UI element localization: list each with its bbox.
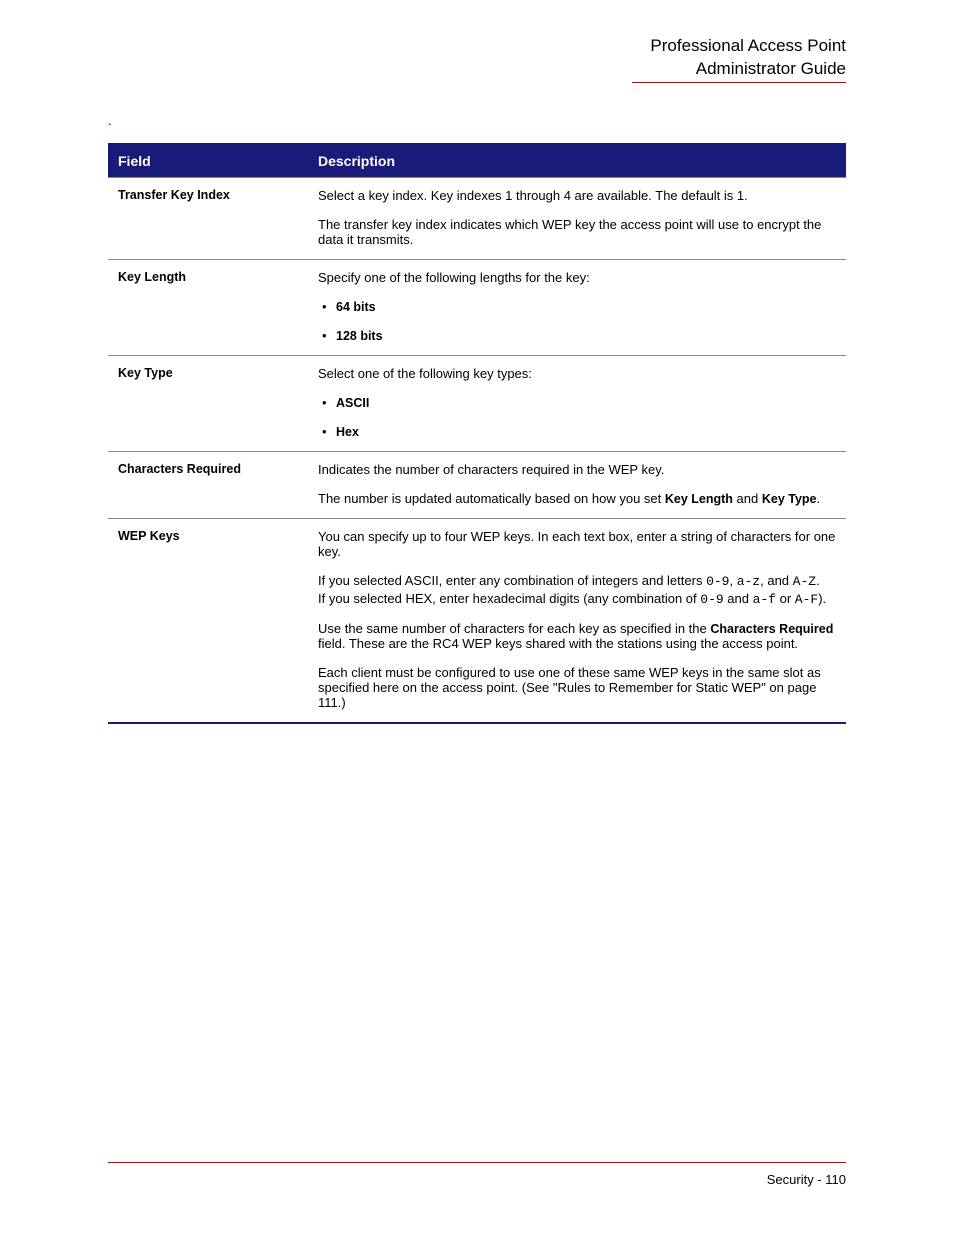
col-description: Description (308, 144, 846, 178)
field-description: Select a key index. Key indexes 1 throug… (308, 178, 846, 260)
footer-section: Security (767, 1172, 814, 1187)
bullet-item: •ASCII (322, 395, 836, 410)
text: If you selected HEX, enter hexadecimal d… (318, 591, 700, 606)
footer: Security - 110 (767, 1172, 846, 1187)
footer-rule (108, 1162, 846, 1163)
text-bold: Key Length (665, 492, 733, 506)
table-row: Key Length Specify one of the following … (108, 260, 846, 356)
field-name: Transfer Key Index (108, 178, 308, 260)
text: or (776, 591, 795, 606)
desc-para: If you selected ASCII, enter any combina… (318, 573, 836, 589)
desc-para: Specify one of the following lengths for… (318, 270, 836, 285)
text-mono: A-F (795, 592, 818, 607)
desc-para: Select one of the following key types: (318, 366, 836, 381)
desc-para: Each client must be configured to use on… (318, 665, 836, 710)
text: Use the same number of characters for ea… (318, 621, 710, 636)
desc-para: Select a key index. Key indexes 1 throug… (318, 188, 836, 203)
field-description: Indicates the number of characters requi… (308, 452, 846, 519)
field-name: Key Length (108, 260, 308, 356)
table-row: Transfer Key Index Select a key index. K… (108, 178, 846, 260)
text: The number is updated automatically base… (318, 491, 665, 506)
desc-para: The number is updated automatically base… (318, 491, 836, 506)
text-bold: Key Type (762, 492, 817, 506)
desc-para: You can specify up to four WEP keys. In … (318, 529, 836, 559)
table-row: Characters Required Indicates the number… (108, 452, 846, 519)
text-mono: a-z (737, 574, 760, 589)
col-field: Field (108, 144, 308, 178)
page-header: Professional Access Point Administrator … (650, 35, 846, 81)
bullet-icon: • (322, 395, 336, 410)
field-name: Characters Required (108, 452, 308, 519)
header-title-1: Professional Access Point (650, 35, 846, 58)
text: If you selected ASCII, enter any combina… (318, 573, 706, 588)
bullet-item: •64 bits (322, 299, 836, 314)
desc-para: Use the same number of characters for ea… (318, 621, 836, 651)
text: and (733, 491, 762, 506)
desc-para: The transfer key index indicates which W… (318, 217, 836, 247)
bullet-text: 128 bits (336, 329, 383, 343)
text-mono: A-Z (793, 574, 816, 589)
footer-sep: - (814, 1172, 826, 1187)
bullet-item: •Hex (322, 424, 836, 439)
header-title-2: Administrator Guide (650, 58, 846, 81)
bullet-item: •128 bits (322, 328, 836, 343)
header-rule (632, 82, 846, 83)
bullet-icon: • (322, 299, 336, 314)
text-mono: 0-9 (706, 574, 729, 589)
footer-page: 110 (825, 1172, 846, 1187)
bullet-icon: • (322, 328, 336, 343)
text: field. These are the RC4 WEP keys shared… (318, 636, 798, 651)
bullet-icon: • (322, 424, 336, 439)
text: , (729, 573, 736, 588)
text: ). (818, 591, 826, 606)
stray-dot: . (108, 113, 112, 128)
table-header-row: Field Description (108, 144, 846, 178)
bullet-text: Hex (336, 425, 359, 439)
text: . (817, 491, 821, 506)
text-bold: Characters Required (710, 622, 833, 636)
table-row: WEP Keys You can specify up to four WEP … (108, 519, 846, 724)
field-description: Select one of the following key types: •… (308, 356, 846, 452)
field-description-table: Field Description Transfer Key Index Sel… (108, 143, 846, 724)
text-mono: a-f (753, 592, 776, 607)
bullet-text: ASCII (336, 396, 369, 410)
text: . (816, 573, 820, 588)
text: , and (760, 573, 793, 588)
field-description: You can specify up to four WEP keys. In … (308, 519, 846, 724)
table-row: Key Type Select one of the following key… (108, 356, 846, 452)
field-name: Key Type (108, 356, 308, 452)
field-description: Specify one of the following lengths for… (308, 260, 846, 356)
desc-para: If you selected HEX, enter hexadecimal d… (318, 591, 836, 607)
field-name: WEP Keys (108, 519, 308, 724)
text: and (724, 591, 753, 606)
bullet-text: 64 bits (336, 300, 376, 314)
desc-para: Indicates the number of characters requi… (318, 462, 836, 477)
text-mono: 0-9 (700, 592, 723, 607)
